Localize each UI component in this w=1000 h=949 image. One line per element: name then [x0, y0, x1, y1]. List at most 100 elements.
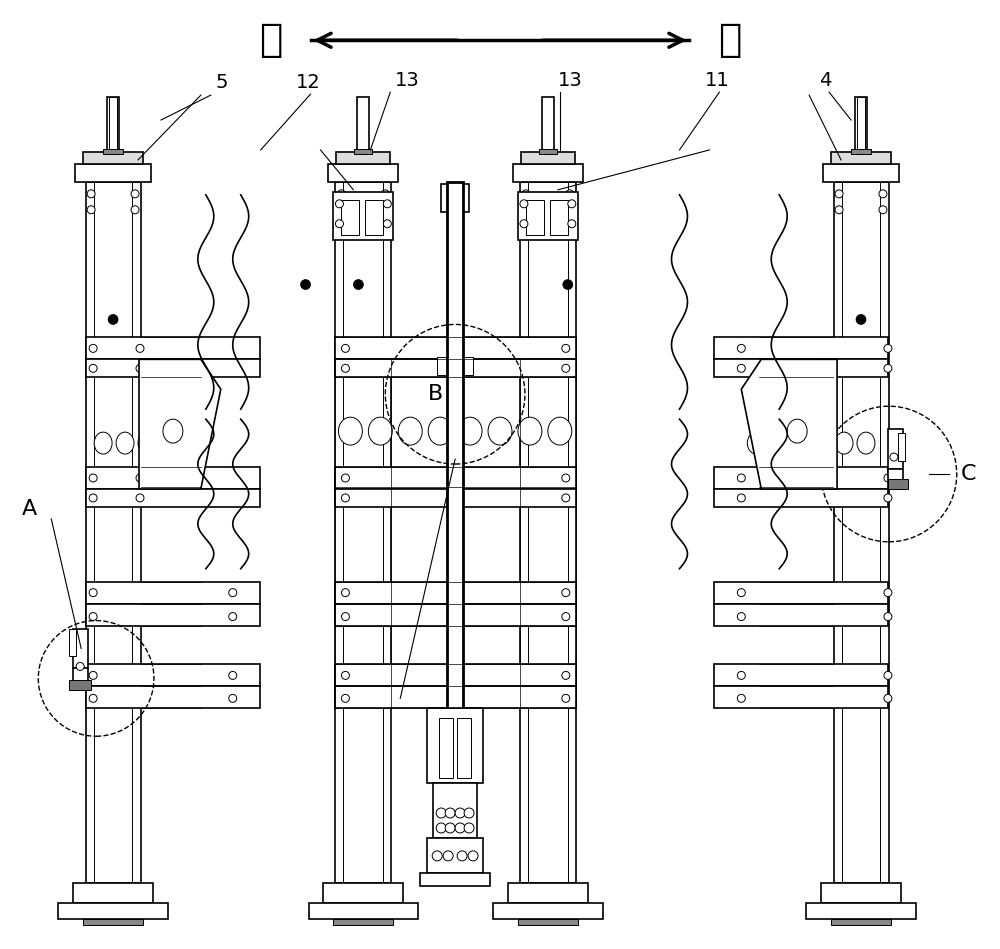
Bar — [335, 664, 576, 686]
Bar — [518, 919, 578, 924]
Ellipse shape — [182, 432, 200, 454]
Bar — [714, 664, 888, 686]
Text: A: A — [22, 499, 37, 519]
Bar — [357, 97, 369, 152]
Circle shape — [879, 206, 887, 214]
Text: 5: 5 — [216, 73, 228, 92]
Circle shape — [136, 344, 144, 352]
Bar — [107, 97, 119, 152]
Circle shape — [890, 453, 898, 461]
Circle shape — [341, 364, 349, 372]
Bar — [86, 360, 260, 378]
Bar — [86, 582, 260, 604]
Bar — [335, 182, 391, 883]
Text: 前: 前 — [718, 21, 741, 59]
Circle shape — [89, 613, 97, 621]
Circle shape — [562, 364, 570, 372]
Bar — [86, 338, 260, 360]
Bar — [86, 604, 260, 625]
Circle shape — [443, 851, 453, 861]
Ellipse shape — [747, 432, 765, 454]
Bar — [341, 200, 359, 234]
Circle shape — [737, 493, 745, 502]
Bar — [888, 479, 908, 489]
Bar — [86, 467, 260, 489]
Circle shape — [341, 344, 349, 352]
Ellipse shape — [787, 419, 807, 443]
Circle shape — [562, 613, 570, 621]
Circle shape — [337, 206, 345, 214]
Ellipse shape — [138, 432, 156, 454]
Bar — [513, 164, 583, 182]
Text: B: B — [428, 384, 443, 404]
Circle shape — [568, 200, 576, 208]
Circle shape — [89, 493, 97, 502]
Circle shape — [341, 672, 349, 679]
Ellipse shape — [813, 432, 831, 454]
Bar — [83, 919, 143, 924]
Circle shape — [566, 206, 574, 214]
Circle shape — [464, 823, 474, 833]
Circle shape — [229, 588, 237, 597]
Bar — [73, 883, 153, 902]
Bar — [441, 184, 469, 212]
Bar — [714, 686, 888, 708]
Bar — [109, 97, 117, 152]
Circle shape — [87, 190, 95, 197]
Text: 13: 13 — [395, 71, 420, 90]
Text: 12: 12 — [296, 73, 321, 92]
Circle shape — [737, 695, 745, 702]
Circle shape — [383, 220, 391, 228]
Bar — [365, 200, 383, 234]
Circle shape — [884, 588, 892, 597]
Bar — [86, 664, 260, 686]
Circle shape — [884, 364, 892, 372]
Circle shape — [468, 851, 478, 861]
Circle shape — [464, 808, 474, 818]
Bar — [857, 97, 865, 152]
Bar — [447, 182, 463, 883]
Circle shape — [451, 695, 459, 702]
Bar — [86, 489, 260, 507]
Circle shape — [522, 190, 530, 197]
Polygon shape — [139, 360, 221, 489]
Circle shape — [445, 808, 455, 818]
Bar — [439, 718, 453, 778]
Bar — [335, 360, 576, 378]
Circle shape — [879, 190, 887, 197]
Bar — [86, 686, 260, 708]
Bar — [336, 152, 390, 164]
Circle shape — [884, 474, 892, 482]
Ellipse shape — [769, 432, 787, 454]
Bar — [539, 149, 557, 154]
Circle shape — [884, 672, 892, 679]
Bar — [898, 433, 905, 461]
Bar — [73, 628, 88, 668]
Polygon shape — [741, 360, 837, 489]
Circle shape — [562, 344, 570, 352]
Circle shape — [884, 493, 892, 502]
Circle shape — [737, 364, 745, 372]
Bar — [75, 164, 151, 182]
Circle shape — [301, 280, 311, 289]
Circle shape — [136, 474, 144, 482]
Bar — [333, 192, 393, 240]
Circle shape — [451, 672, 459, 679]
Circle shape — [341, 695, 349, 702]
Circle shape — [451, 588, 459, 597]
Circle shape — [455, 823, 465, 833]
Bar — [714, 360, 888, 378]
Circle shape — [89, 695, 97, 702]
Bar — [335, 338, 576, 360]
Bar — [714, 467, 888, 489]
Circle shape — [229, 672, 237, 679]
Bar — [831, 152, 891, 164]
Circle shape — [562, 493, 570, 502]
Bar — [420, 873, 490, 885]
Circle shape — [455, 808, 465, 818]
Circle shape — [341, 588, 349, 597]
Circle shape — [436, 808, 446, 818]
Bar — [427, 838, 483, 873]
Circle shape — [566, 190, 574, 197]
Ellipse shape — [857, 432, 875, 454]
